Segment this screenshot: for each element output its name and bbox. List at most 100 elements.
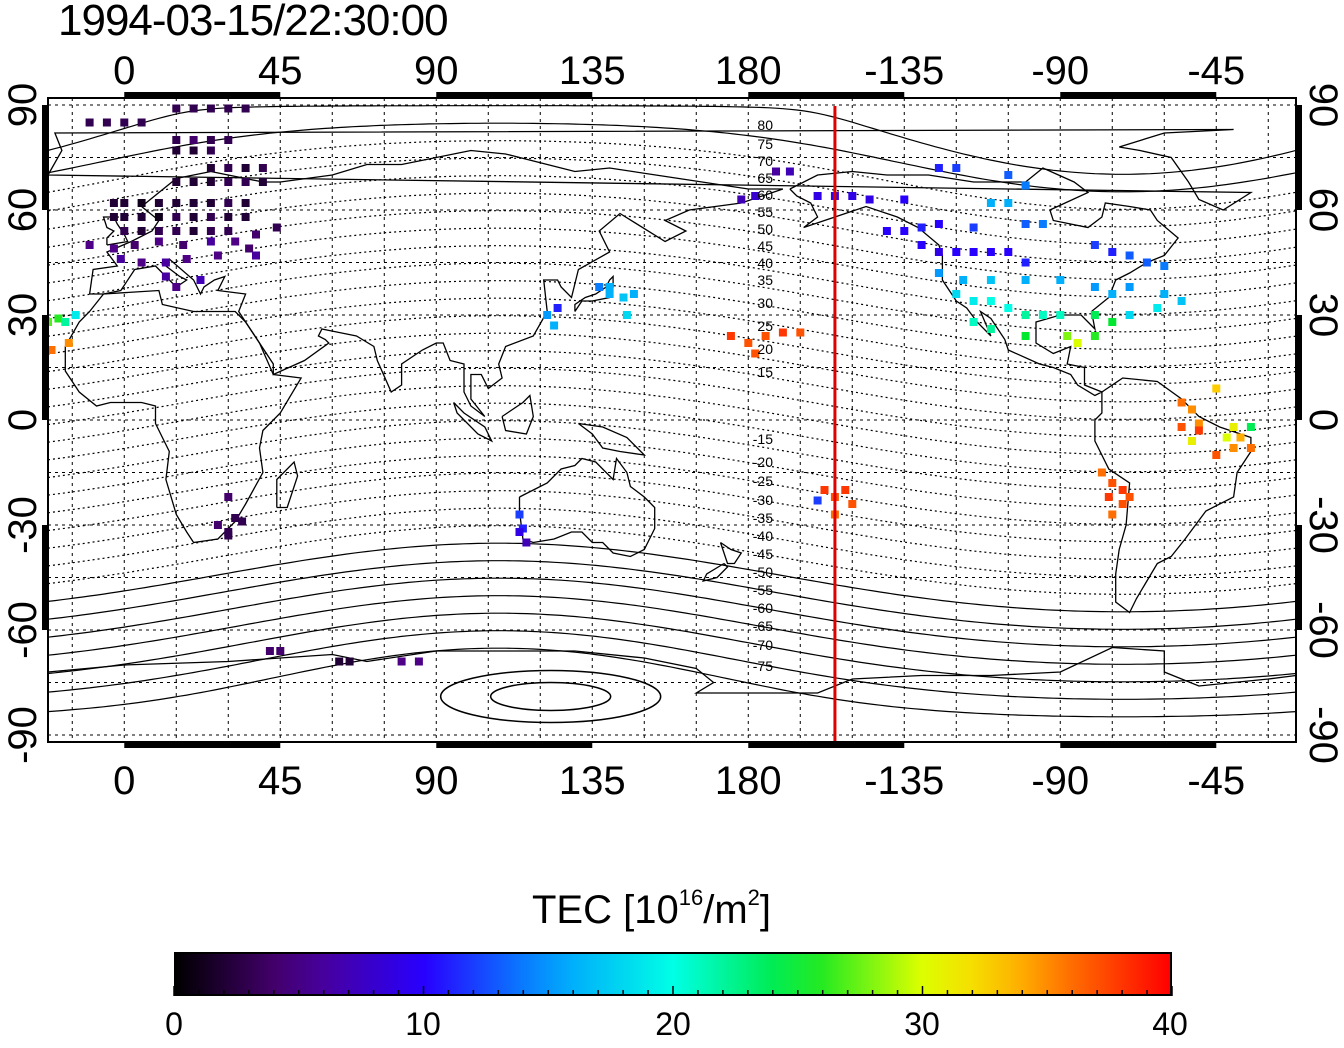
tec-point — [882, 227, 891, 235]
tec-point — [785, 167, 794, 176]
tec-point — [137, 213, 146, 221]
tec-point — [934, 220, 943, 228]
tec-point — [252, 251, 260, 260]
tec-point — [543, 311, 552, 319]
contour-line — [48, 630, 1296, 700]
top-lon-label: -90 — [1031, 49, 1089, 93]
tec-point — [848, 500, 857, 508]
contour-line — [48, 280, 1296, 350]
tec-point — [952, 290, 961, 298]
tec-point — [1021, 276, 1030, 284]
tec-point — [335, 657, 344, 666]
tec-point — [751, 192, 760, 200]
south-america-coast — [1094, 377, 1252, 614]
contour-line — [48, 367, 1296, 438]
contour-line — [48, 542, 1296, 613]
tec-point — [934, 164, 943, 172]
tec-point — [1142, 258, 1151, 267]
tec-point — [515, 528, 524, 536]
tec-point — [258, 164, 267, 172]
new-zealand-south-coast — [701, 562, 729, 582]
tec-point — [1125, 493, 1134, 501]
tec-point — [161, 272, 170, 281]
tec-point — [1246, 423, 1255, 431]
tec-point — [1038, 220, 1047, 228]
contour-line — [48, 227, 1296, 298]
tec-point — [986, 325, 995, 333]
top-lon-label: -45 — [1187, 49, 1245, 93]
tec-point — [550, 321, 559, 330]
antarctica-coast — [48, 646, 1296, 694]
tec-point — [48, 346, 56, 354]
frame-bar-right — [1296, 525, 1302, 630]
frame-bar-top — [124, 92, 281, 98]
tec-point — [969, 318, 978, 326]
top-lon-label: -135 — [864, 49, 944, 93]
tec-point — [172, 227, 181, 235]
tec-point — [224, 493, 233, 501]
tec-point — [1212, 384, 1221, 393]
tec-point — [224, 178, 233, 186]
tec-point — [900, 195, 909, 204]
contour-line — [48, 507, 1296, 578]
colorbar-tick-label: 0 — [165, 1006, 183, 1042]
tec-point — [137, 199, 146, 207]
tec-point — [161, 258, 170, 267]
tec-point — [276, 647, 285, 655]
left-lat-label: 60 — [1, 188, 45, 233]
contour-line — [48, 122, 1296, 193]
bottom-lon-label: 45 — [258, 759, 303, 803]
tec-point — [1108, 510, 1117, 519]
tec-point — [986, 297, 995, 305]
tec-point — [238, 517, 247, 526]
tec-point — [1229, 444, 1238, 452]
right-lat-label: -30 — [1301, 496, 1344, 554]
tec-point — [619, 293, 628, 302]
tec-point — [48, 318, 52, 326]
left-lat-label: 0 — [1, 409, 45, 431]
tec-point — [1004, 199, 1013, 207]
frame-bar-bottom — [436, 742, 593, 748]
contour-line — [48, 595, 1296, 665]
tec-point — [848, 192, 857, 200]
tec-point — [241, 178, 250, 186]
tec-point — [189, 213, 198, 221]
tec-point — [1097, 468, 1106, 477]
tec-point — [813, 496, 822, 505]
tec-point — [189, 178, 198, 186]
tec-point — [522, 538, 531, 547]
map-plot: 8075706560555045403530252015-15-20-25-30… — [1, 49, 1344, 803]
contour-line — [48, 420, 1296, 490]
contour-line — [48, 245, 1296, 315]
contour-label: -75 — [753, 658, 773, 674]
tec-point — [224, 136, 233, 144]
contour-line — [48, 560, 1296, 630]
tec-point — [622, 311, 631, 319]
tec-point — [206, 164, 215, 172]
tec-point — [772, 167, 780, 176]
tec-point — [726, 332, 735, 340]
tec-point — [172, 178, 181, 186]
tec-point — [120, 199, 129, 207]
tec-point — [85, 241, 94, 249]
tec-point — [1104, 493, 1113, 501]
plot-frame — [42, 92, 1302, 748]
tec-point — [796, 328, 805, 337]
contour-line — [48, 140, 1296, 210]
contour-label: 25 — [757, 318, 773, 334]
tec-point — [934, 248, 943, 256]
tec-point — [1090, 311, 1099, 319]
right-lat-label: 30 — [1301, 293, 1344, 338]
top-lon-label: 90 — [414, 49, 459, 93]
left-lat-label: -30 — [1, 496, 45, 554]
tec-point — [1177, 423, 1186, 431]
tec-point — [917, 241, 926, 249]
contour-label: -15 — [753, 431, 773, 447]
right-lat-label: 0 — [1301, 409, 1344, 431]
tec-point — [751, 349, 760, 358]
frame-bar-left — [42, 315, 48, 420]
tec-point — [1125, 311, 1134, 319]
contour-label: -65 — [753, 618, 773, 634]
tec-point — [595, 283, 604, 291]
tec-point — [605, 290, 614, 298]
